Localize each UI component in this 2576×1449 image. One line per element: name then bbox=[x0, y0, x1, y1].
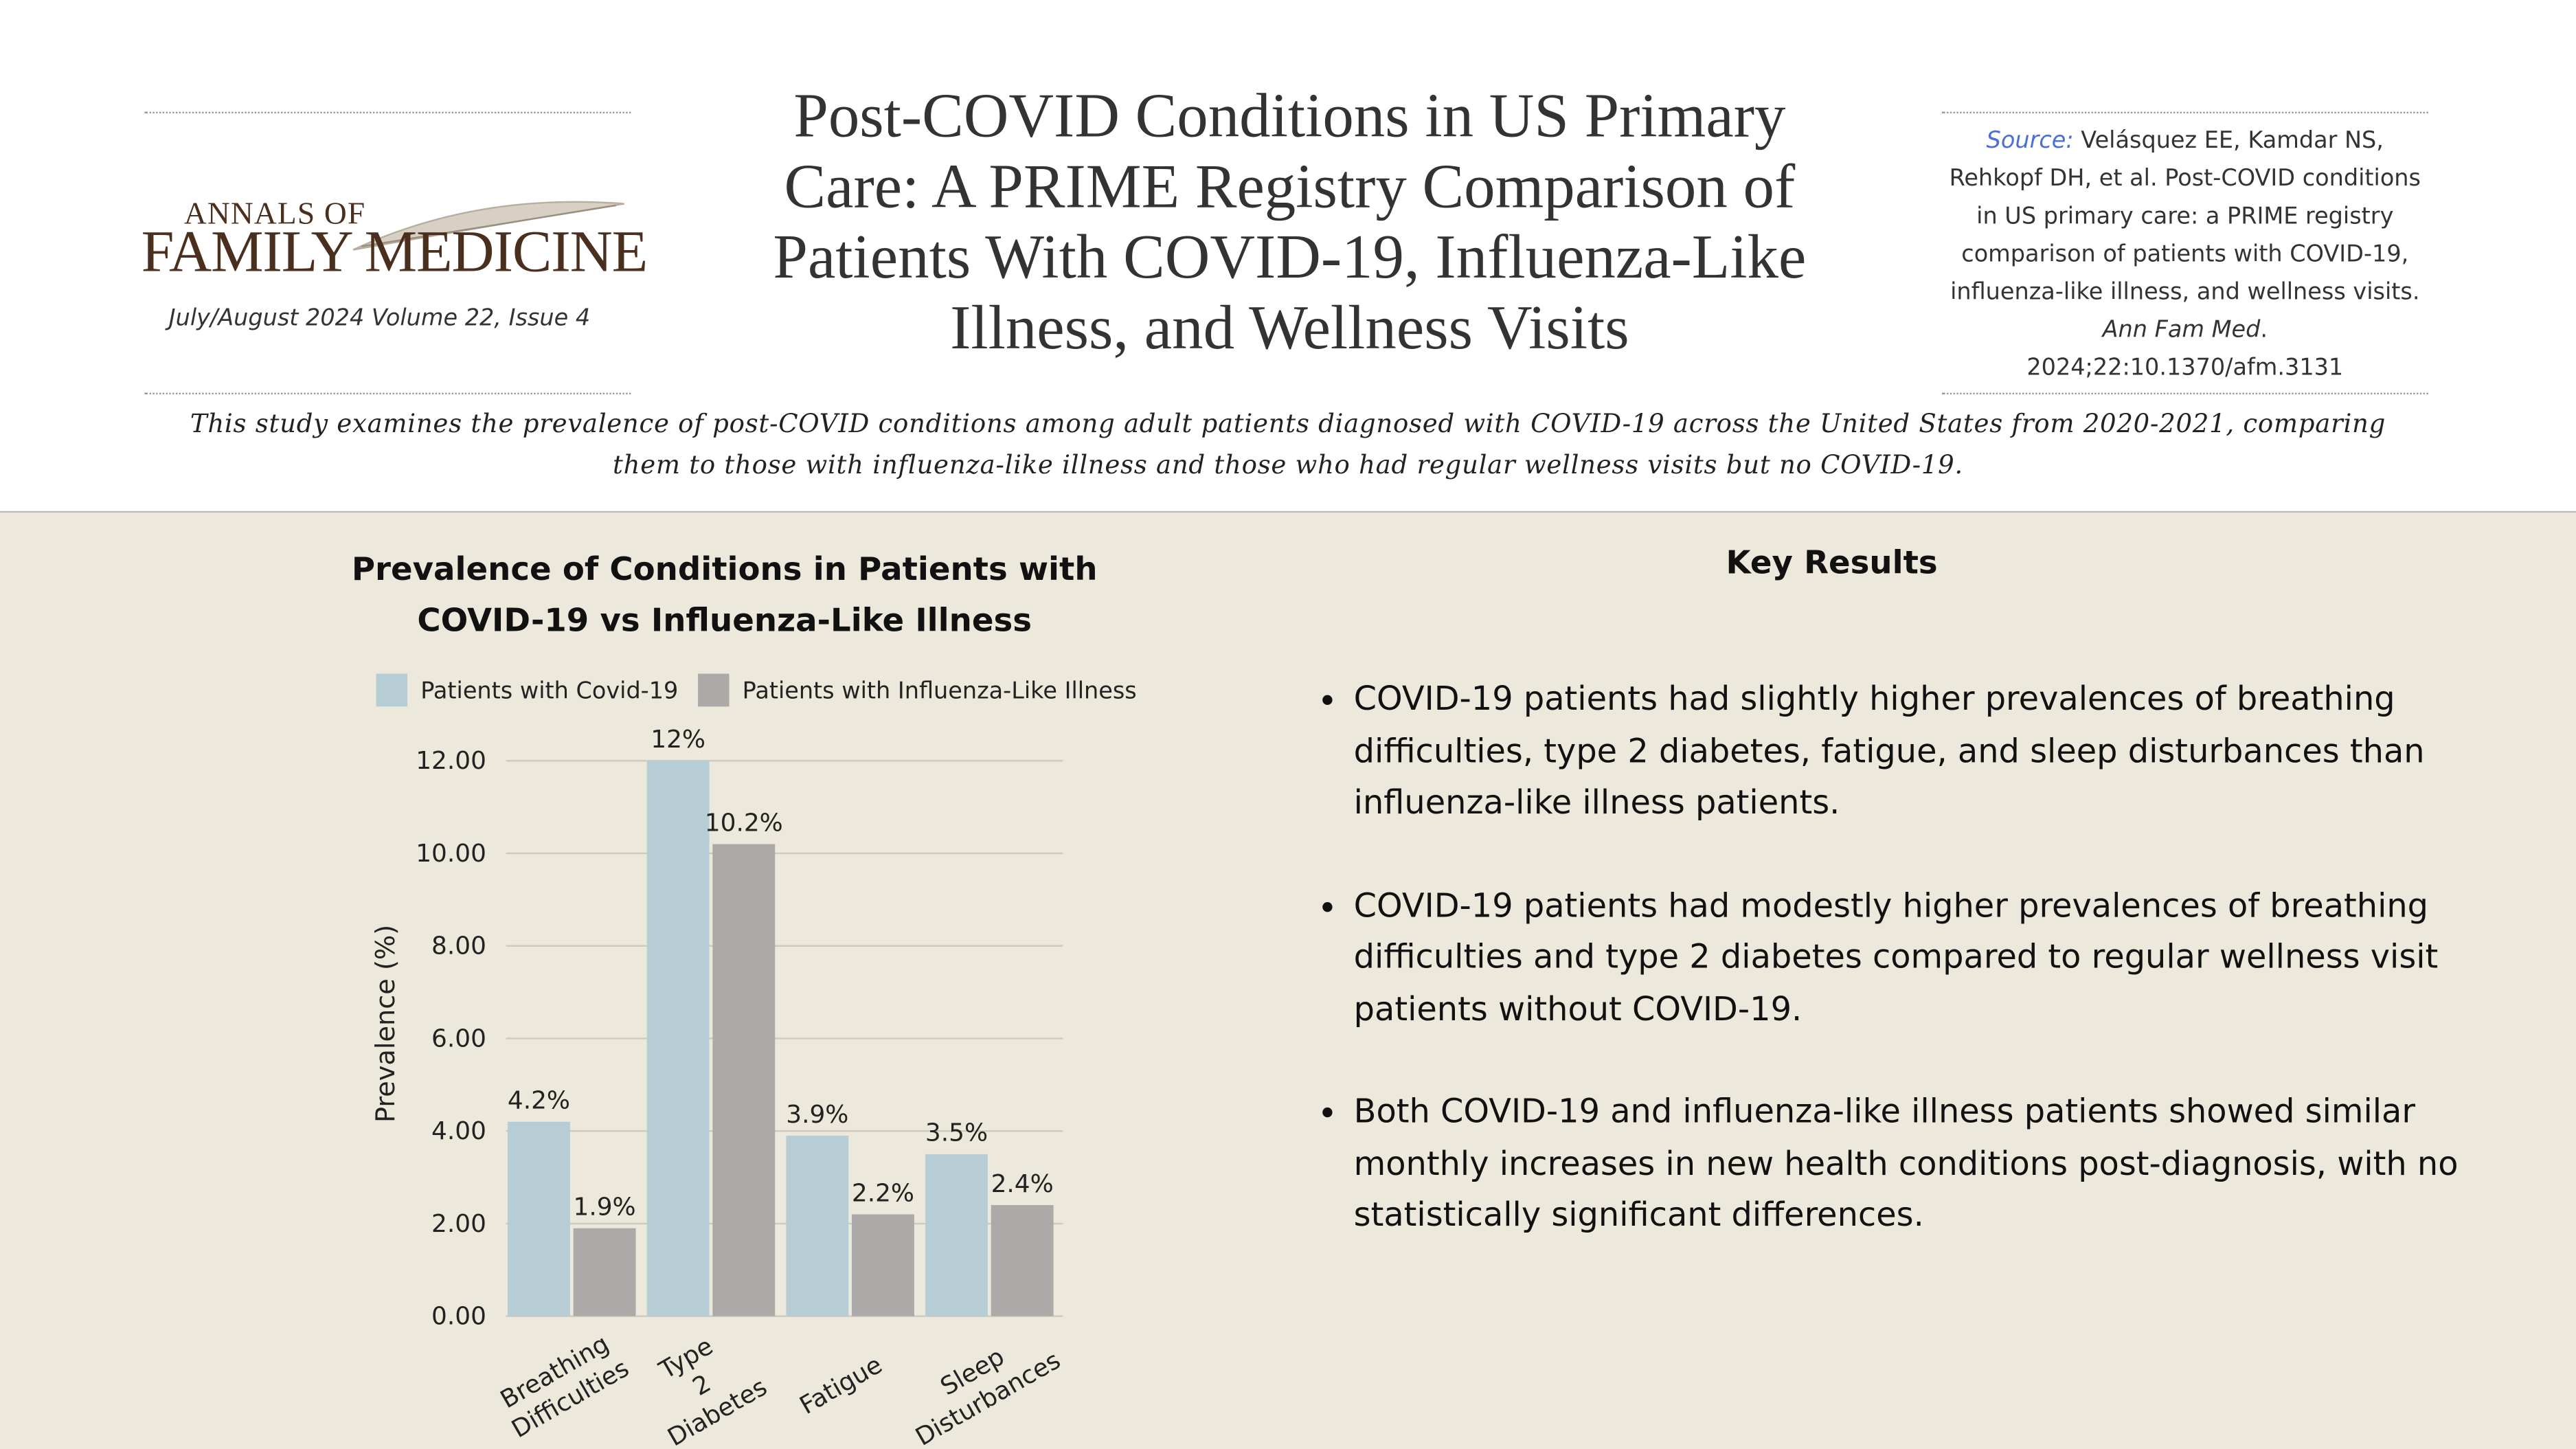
bar bbox=[852, 1214, 914, 1316]
x-tick-label: SleepDisturbances bbox=[895, 1319, 1065, 1449]
x-tick-label: BreathingDifficulties bbox=[491, 1327, 633, 1444]
data-label: 4.2% bbox=[508, 1087, 570, 1115]
x-tick-label: Fatigue bbox=[795, 1351, 887, 1420]
bar bbox=[573, 1228, 636, 1316]
y-tick-label: 8.00 bbox=[431, 932, 486, 961]
key-result: Both COVID-19 and influenza-like illness… bbox=[1354, 1086, 2471, 1242]
key-result: COVID-19 patients had slightly higher pr… bbox=[1354, 674, 2471, 829]
y-tick-label: 12.00 bbox=[416, 747, 486, 775]
source-text: Velásquez EE, Kamdar NS, Rehkopf DH, et … bbox=[1949, 128, 2421, 306]
divider bbox=[1941, 111, 2428, 114]
x-tick-label: Type2Diabetes bbox=[632, 1319, 772, 1449]
y-axis-title: Prevalence (%) bbox=[370, 925, 401, 1123]
key-result: COVID-19 patients had modestly higher pr… bbox=[1354, 880, 2471, 1035]
divider bbox=[144, 392, 631, 394]
key-results: COVID-19 patients had slightly higher pr… bbox=[1288, 674, 2471, 1292]
data-label: 3.5% bbox=[925, 1119, 988, 1147]
source-journal: Ann Fam Med bbox=[2102, 317, 2261, 344]
y-tick-label: 6.00 bbox=[431, 1024, 486, 1053]
data-label: 2.4% bbox=[991, 1170, 1054, 1198]
page-title: Post-COVID Conditions in US Primary Care… bbox=[773, 82, 1807, 363]
description: This study examines the prevalence of po… bbox=[190, 409, 2386, 480]
legend-swatch bbox=[376, 673, 408, 707]
bar bbox=[786, 1135, 849, 1316]
source-end: . 2024;22:10.1370/afm.3131 bbox=[2026, 317, 2344, 381]
header: Annals of Family Medicine July/August 20… bbox=[0, 0, 2576, 513]
bar bbox=[646, 761, 710, 1316]
bar bbox=[991, 1204, 1054, 1316]
data-label: 3.9% bbox=[786, 1101, 848, 1129]
chart-title: Prevalence of Conditions in Patients wit… bbox=[351, 550, 1098, 640]
logo-leaf bbox=[352, 201, 624, 251]
y-tick-label: 2.00 bbox=[431, 1210, 486, 1238]
data-label: 12% bbox=[651, 726, 705, 754]
journal-name: Annals of bbox=[183, 196, 366, 232]
y-tick-label: 4.00 bbox=[431, 1117, 486, 1145]
source: Source: Velásquez EE, Kamdar NS, Rehkopf… bbox=[1942, 123, 2428, 387]
source-label: Source: bbox=[1986, 128, 2074, 155]
journal-name: Family Medicine bbox=[141, 218, 648, 284]
key-results-title: Key Results bbox=[1726, 543, 1938, 582]
y-tick-label: 0.00 bbox=[431, 1303, 486, 1331]
y-tick-label: 10.00 bbox=[416, 840, 486, 868]
legend-label: Patients with Influenza-Like Illness bbox=[743, 677, 1137, 704]
legend-label: Patients with Covid-19 bbox=[420, 677, 678, 704]
divider bbox=[144, 111, 631, 114]
data-label: 10.2% bbox=[705, 809, 783, 837]
divider bbox=[1941, 392, 2428, 394]
issue: July/August 2024 Volume 22, Issue 4 bbox=[168, 305, 591, 333]
bar bbox=[507, 1121, 570, 1316]
data-label: 2.2% bbox=[852, 1179, 914, 1207]
data-label: 1.9% bbox=[574, 1193, 636, 1222]
bar bbox=[712, 844, 776, 1316]
legend-swatch bbox=[698, 673, 730, 707]
bar bbox=[925, 1154, 988, 1316]
